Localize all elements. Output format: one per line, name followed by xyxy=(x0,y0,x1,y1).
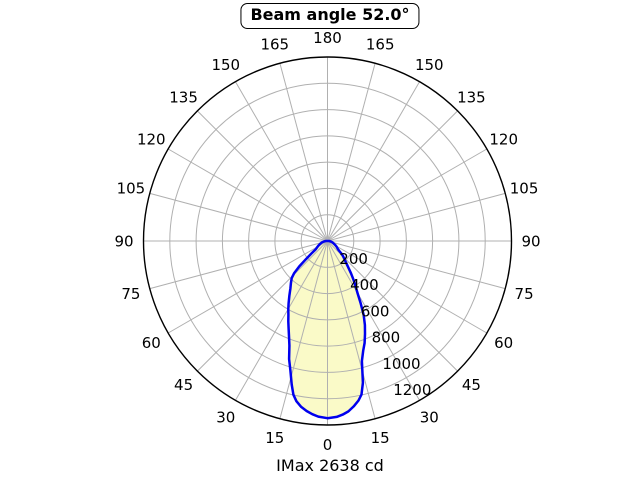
grid-spoke xyxy=(327,240,506,290)
grid-spoke xyxy=(197,110,328,242)
angle-tick-label: 165 xyxy=(366,36,395,54)
angle-tick-label: 135 xyxy=(457,88,486,106)
angle-tick-label: 135 xyxy=(169,88,198,106)
grid-spoke xyxy=(167,148,328,242)
angle-tick-label: 60 xyxy=(142,334,161,352)
r-tick-label: 600 xyxy=(361,302,390,320)
r-tick-label: 1200 xyxy=(393,381,431,399)
angle-tick-label: 180 xyxy=(313,29,342,47)
angle-tick-label: 45 xyxy=(462,376,481,394)
grid-spoke xyxy=(235,240,328,401)
grid-spoke xyxy=(197,240,328,372)
angle-tick-label: 105 xyxy=(510,180,539,198)
angle-tick-label: 120 xyxy=(137,131,166,149)
imax-label: IMax 2638 cd xyxy=(276,456,384,475)
angle-tick-label: 15 xyxy=(371,429,390,447)
grid-spoke xyxy=(327,63,376,242)
angle-tick-label: 75 xyxy=(515,285,534,303)
grid-spoke xyxy=(167,240,328,334)
grid-spoke xyxy=(327,240,376,419)
grid-spoke xyxy=(327,148,488,242)
grid-spoke xyxy=(279,63,328,242)
grid-spoke xyxy=(279,240,328,419)
grid-spoke xyxy=(327,240,420,401)
angle-tick-label: 60 xyxy=(494,334,513,352)
angle-tick-label: 90 xyxy=(114,232,133,250)
chart-title: Beam angle 52.0° xyxy=(240,3,420,29)
beam-curve xyxy=(287,239,367,420)
grid-spoke xyxy=(327,240,458,372)
grid-spoke xyxy=(235,81,328,242)
angle-tick-label: 120 xyxy=(489,131,518,149)
angle-tick-label: 150 xyxy=(415,56,444,74)
angle-tick-label: 165 xyxy=(260,36,289,54)
grid-spoke xyxy=(327,81,420,242)
grid-spoke xyxy=(149,240,328,290)
angle-tick-label: 45 xyxy=(174,376,193,394)
r-tick-label: 800 xyxy=(372,329,401,347)
grid-spoke xyxy=(149,192,328,242)
angle-tick-label: 15 xyxy=(265,429,284,447)
grid-spoke xyxy=(327,110,458,242)
r-tick-label: 200 xyxy=(339,250,368,268)
angle-tick-label: 105 xyxy=(117,180,146,198)
outer-ring xyxy=(142,56,513,426)
r-tick-label: 400 xyxy=(350,276,379,294)
angle-tick-label: 150 xyxy=(211,56,240,74)
grid-spoke xyxy=(327,240,488,334)
grid-spoke xyxy=(327,192,506,242)
angle-tick-label: 30 xyxy=(420,408,439,426)
beam-fill xyxy=(288,241,365,419)
angle-tick-label: 90 xyxy=(521,232,540,250)
angle-tick-label: 0 xyxy=(323,436,333,454)
angle-tick-label: 75 xyxy=(121,285,140,303)
r-tick-label: 1000 xyxy=(382,355,420,373)
angle-tick-label: 30 xyxy=(216,408,235,426)
